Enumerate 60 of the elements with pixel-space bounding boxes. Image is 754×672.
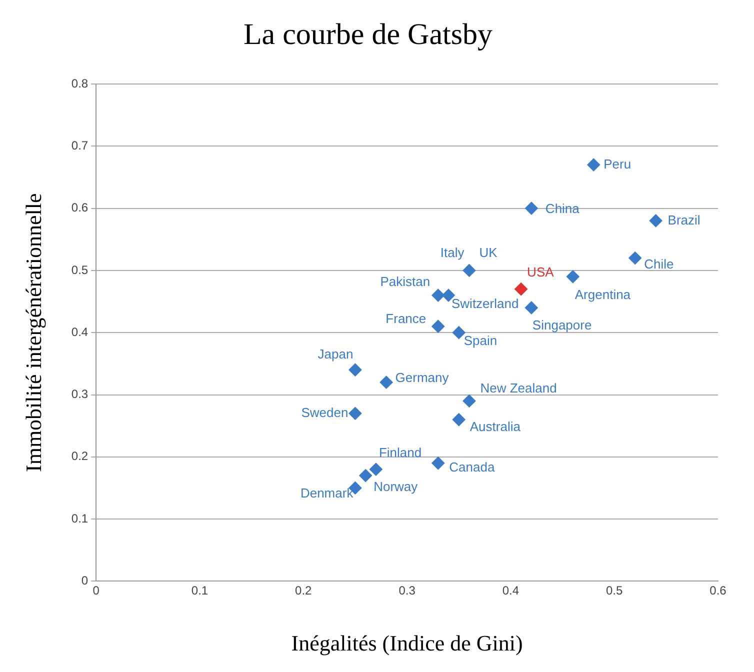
annotation: UK xyxy=(479,245,498,260)
point xyxy=(524,301,538,314)
annotation: France xyxy=(386,310,426,326)
y-axis-title: Immobilité intergénérationnelle xyxy=(20,193,46,472)
annotation: Switzerland xyxy=(452,296,519,311)
annotation: Australia xyxy=(470,419,522,434)
x-tick-label: 0.4 xyxy=(502,584,520,598)
y-tick-label: 0.6 xyxy=(71,200,88,215)
point xyxy=(452,413,466,426)
annotation: New Zealand xyxy=(480,380,557,396)
annotation: China xyxy=(545,200,580,216)
point xyxy=(649,214,662,228)
point xyxy=(369,462,382,476)
y-tick-label: 0.8 xyxy=(71,76,88,90)
y-tick-label: 0.5 xyxy=(71,262,88,277)
y-tick-label: 0.7 xyxy=(71,138,88,152)
annotation: Spain xyxy=(464,333,498,348)
x-tick-label: 0 xyxy=(92,584,100,598)
annotation: Chile xyxy=(644,256,674,272)
y-tick-label: 0.4 xyxy=(71,324,88,339)
x-tick-label: 0.3 xyxy=(398,584,416,598)
point xyxy=(462,394,476,408)
point xyxy=(452,326,466,340)
point xyxy=(628,252,642,265)
point xyxy=(380,376,393,389)
point xyxy=(514,282,528,296)
y-tick-label: 0.3 xyxy=(71,387,88,402)
annotation: USA xyxy=(527,264,554,280)
annotation: Japan xyxy=(318,346,354,362)
annotation: Brazil xyxy=(668,212,700,228)
chart-title: La courbe de Gatsby xyxy=(243,18,493,51)
annotation: Sweden xyxy=(301,404,348,420)
point xyxy=(348,406,362,420)
point xyxy=(524,202,538,215)
point xyxy=(359,469,372,482)
x-tick-label: 0.1 xyxy=(191,584,208,598)
point xyxy=(432,320,445,333)
x-tick-label: 0.6 xyxy=(710,584,727,598)
point xyxy=(462,264,476,277)
y-tick-label: 0.1 xyxy=(71,511,88,526)
annotation: Singapore xyxy=(532,317,592,332)
point xyxy=(432,288,445,302)
annotation: Peru xyxy=(604,156,632,172)
annotation: Argentina xyxy=(574,287,632,302)
annotation: Norway xyxy=(374,479,418,494)
x-tick-label: 0.5 xyxy=(606,584,624,598)
point xyxy=(566,270,580,284)
annotation: Denmark xyxy=(300,486,354,501)
annotation: Pakistan xyxy=(380,274,430,289)
y-tick-label: 0.2 xyxy=(71,449,88,464)
annotation: Finland xyxy=(378,444,422,460)
y-tick-label: 0 xyxy=(81,574,88,588)
x-axis-title: Inégalités (Indice de Gini) xyxy=(291,630,523,656)
point xyxy=(432,456,445,470)
point xyxy=(587,158,600,172)
x-tick-label: 0.2 xyxy=(295,584,312,598)
annotation: Canada xyxy=(449,460,496,475)
annotation: Germany xyxy=(395,370,450,385)
point xyxy=(348,363,362,376)
annotation: Italy xyxy=(440,245,465,260)
